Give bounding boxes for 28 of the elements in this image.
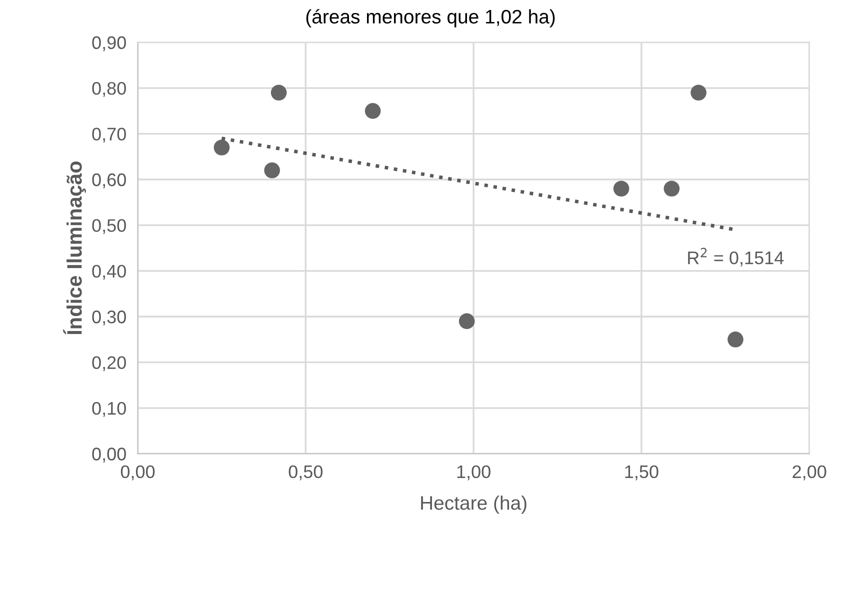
point — [690, 84, 706, 101]
x-axis-title: Hectare (ha) — [421, 496, 526, 514]
y-tick-label: 0,60 — [92, 173, 126, 188]
point — [364, 103, 381, 119]
chart-title: (áreas menores que 1,02 ha) — [306, 9, 555, 28]
point — [458, 313, 475, 330]
y-tick-label: 0,80 — [92, 82, 126, 97]
point — [270, 84, 287, 101]
point — [264, 162, 280, 178]
y-tick-label: 0,40 — [92, 264, 126, 280]
y-tick-label: 0,10 — [92, 402, 126, 417]
y-tick-label: 0,50 — [92, 219, 126, 234]
x-tick-label: 2,00 — [792, 465, 826, 480]
y-tick-label: 0,30 — [92, 310, 126, 326]
y-tick-label: 0,70 — [92, 128, 126, 143]
annotation: R$^{2}$ = 0,1514 — [688, 248, 784, 266]
point — [728, 332, 744, 348]
y-axis-title: Índice Iluminação — [63, 161, 86, 334]
y-tick-label: 0,90 — [92, 36, 126, 52]
point — [664, 180, 680, 197]
x-tick-label: 1,00 — [457, 465, 490, 480]
y-tick-label: 0,00 — [92, 448, 126, 463]
x-tick-label: 1,50 — [625, 465, 658, 480]
point — [214, 140, 230, 156]
point — [613, 180, 630, 197]
x-tick-label: 0,00 — [120, 465, 155, 480]
x-tick-label: 0,50 — [288, 465, 323, 480]
y-tick-label: 0,20 — [92, 356, 126, 372]
